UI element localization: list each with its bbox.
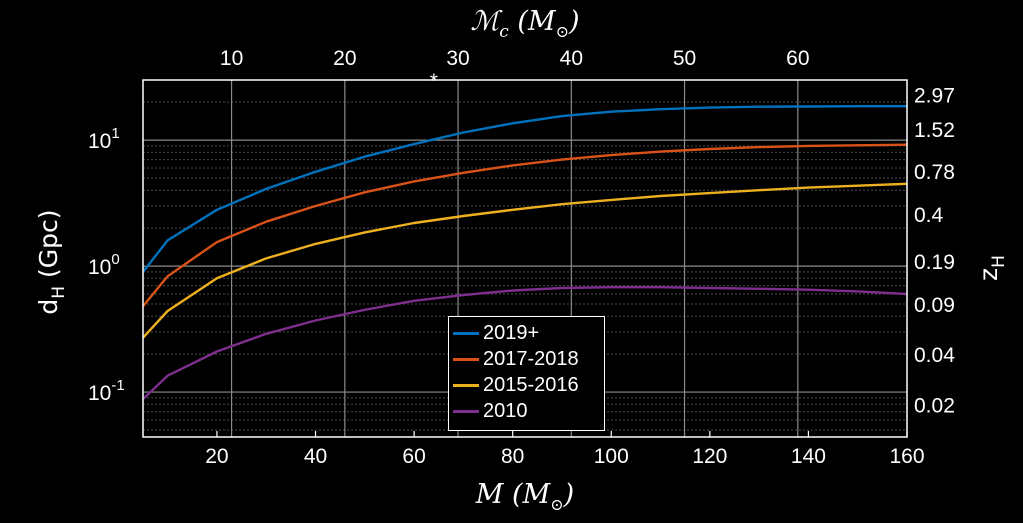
x-tick-label: 20	[205, 445, 228, 468]
top-x-tick-label: 10	[220, 47, 243, 70]
legend-swatch	[453, 383, 479, 387]
tick-labels: 20 40 60 80 100 120 140 160 10 20 30 40 50 60 10-1 100 1…	[88, 47, 955, 468]
top-x-tick-label: 50	[673, 47, 696, 70]
top-x-tick-label: 20	[333, 47, 356, 70]
top-x-axis-label: ℳc (M⊙)	[470, 6, 579, 42]
right-y-tick-label: 0.19	[914, 251, 955, 274]
legend-label: 2015-2016	[483, 373, 579, 396]
right-y-tick-label: 0.04	[914, 344, 955, 367]
axis-labels: M (M⊙) ℳc (M⊙) dH (Gpc) zH *	[34, 6, 1009, 514]
y-tick-label: 10-1	[88, 377, 125, 405]
series-line	[142, 286, 908, 400]
series-lines	[142, 105, 908, 400]
x-tick-label: 60	[402, 445, 425, 468]
x-tick-label: 100	[594, 445, 629, 468]
legend-swatch	[453, 409, 479, 413]
legend-swatch	[453, 331, 479, 335]
legend-item: 2015-2016	[453, 373, 579, 397]
right-y-tick-label: 0.78	[914, 161, 955, 184]
y-axis-label: dH (Gpc)	[34, 209, 69, 314]
right-y-axis-label: zH	[974, 255, 1009, 281]
legend-label: 2019+	[483, 321, 540, 344]
legend-item: 2010	[453, 399, 528, 423]
legend: 2019+ 2017-2018 2015-2016 2010	[448, 316, 605, 431]
top-x-tick-label: 30	[446, 47, 469, 70]
y-tick-label: 101	[88, 125, 120, 153]
x-axis-label: M (M⊙)	[475, 479, 574, 514]
x-tick-label: 40	[304, 445, 327, 468]
series-line	[142, 182, 908, 339]
x-tick-label: 80	[501, 445, 524, 468]
legend-swatch	[453, 357, 479, 361]
x-tick-label: 140	[791, 445, 826, 468]
y-tick-label: 100	[88, 251, 120, 279]
top-x-tick-label: 60	[786, 47, 809, 70]
star-marker: *	[430, 70, 438, 93]
series-line	[142, 105, 907, 273]
right-y-tick-label: 2.97	[914, 85, 955, 108]
legend-label: 2010	[483, 399, 528, 422]
right-y-tick-label: 1.52	[914, 119, 955, 142]
legend-label: 2017-2018	[483, 347, 579, 370]
right-y-tick-label: 0.09	[914, 294, 955, 317]
right-y-tick-label: 0.4	[914, 204, 944, 227]
x-tick-label: 120	[692, 445, 727, 468]
plot-frame	[142, 79, 908, 438]
right-y-tick-label: 0.02	[914, 394, 955, 417]
series-line	[142, 143, 908, 308]
top-x-tick-label: 40	[560, 47, 583, 70]
legend-item: 2017-2018	[453, 347, 579, 371]
x-tick-label: 160	[889, 445, 924, 468]
legend-item: 2019+	[453, 321, 539, 345]
